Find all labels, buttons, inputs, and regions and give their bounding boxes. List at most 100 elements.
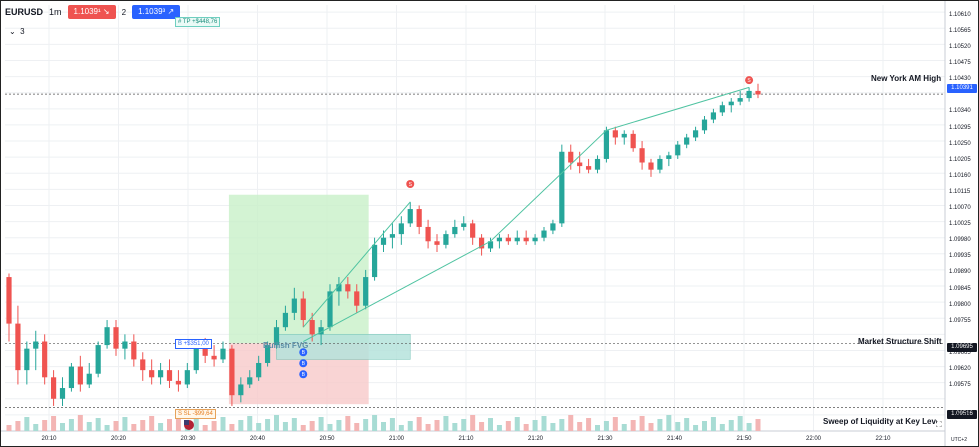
candle — [443, 234, 449, 245]
stop-loss-label[interactable]: S SL -$99,64 — [175, 409, 216, 419]
candle — [496, 237, 503, 242]
volume-bar — [282, 422, 288, 431]
buy-marker-text: B — [302, 372, 306, 378]
candle — [657, 158, 663, 170]
candle — [149, 370, 155, 378]
time-tick: 21:10 — [458, 436, 474, 442]
volume-bar — [728, 420, 734, 431]
candle — [550, 223, 556, 231]
candle — [33, 341, 39, 349]
chevron-down-icon: ⌄ — [9, 27, 16, 36]
us-flag-canton — [184, 420, 189, 425]
sell-marker-text: S — [747, 78, 751, 84]
time-tick: 20:40 — [249, 436, 266, 442]
volume-bar — [443, 416, 449, 431]
candle — [470, 223, 476, 238]
volume-bar — [461, 419, 467, 431]
interval-label[interactable]: 1m — [49, 7, 62, 17]
volume-bar — [202, 425, 208, 431]
candle — [648, 162, 654, 170]
price-tick: 1.09935 — [949, 253, 971, 260]
candle — [603, 130, 610, 159]
volume-bar — [550, 423, 556, 431]
volume-bar — [345, 416, 351, 431]
volume-bar — [612, 417, 618, 431]
price-tick: 1.09890 — [949, 269, 971, 276]
time-tick: 20:20 — [110, 436, 127, 442]
candle — [621, 133, 627, 138]
indicators-toggle[interactable]: ⌄ 3 — [9, 27, 25, 36]
volume-bar — [496, 425, 502, 431]
volume-bar — [541, 416, 547, 431]
candle — [755, 90, 761, 95]
candle — [273, 327, 280, 346]
candle — [407, 209, 413, 224]
volume-bar — [42, 420, 48, 431]
buy-marker — [299, 348, 308, 357]
buy-button[interactable]: 1.1039³ ↗ — [132, 5, 181, 19]
candle — [50, 377, 57, 399]
volume-bar — [425, 424, 431, 431]
volume-bar — [131, 424, 137, 431]
buy-marker-text: B — [302, 350, 306, 356]
time-tick: 21:00 — [388, 436, 405, 442]
candle — [577, 162, 583, 167]
volume-bar — [666, 415, 672, 431]
chart-header: EURUSD 1m 1.1039¹ ↘ 2 1.1039³ ↗ — [5, 5, 181, 19]
symbol-label[interactable]: EURUSD — [5, 7, 44, 17]
take-profit-badge[interactable]: # TP +$448,76 — [175, 17, 221, 27]
price-tick: 1.10160 — [949, 172, 971, 179]
settings-icon[interactable]: ⛶ — [936, 420, 942, 429]
buy-price: 1.1039³ — [138, 7, 166, 16]
candle — [6, 277, 12, 324]
volume-bar — [675, 422, 681, 431]
candle — [737, 98, 743, 102]
price-tick: 1.10205 — [949, 156, 971, 163]
price-tick: 1.09845 — [949, 285, 971, 292]
volume-bar — [488, 418, 493, 431]
candle — [371, 244, 378, 278]
volume-bar — [68, 419, 74, 431]
candle — [532, 237, 538, 242]
sell-button[interactable]: 1.1039¹ ↘ — [67, 5, 116, 19]
volume-bar — [568, 415, 574, 431]
time-tick: 21:50 — [736, 436, 752, 442]
volume-bar — [381, 422, 386, 431]
price-tick: 1.09755 — [949, 317, 971, 324]
volume-bar — [648, 423, 654, 431]
trend-line-1 — [302, 201, 411, 328]
sell-marker — [745, 76, 754, 85]
candle — [639, 148, 645, 163]
price-badge-ny-high: 1.10391 — [947, 84, 977, 93]
price-tick: 1.10115 — [949, 188, 971, 195]
candle — [184, 370, 190, 385]
candle — [15, 323, 21, 371]
candle — [594, 158, 601, 170]
candle — [238, 384, 244, 396]
candle — [701, 119, 708, 131]
candle — [452, 226, 458, 235]
price-tick: 1.09980 — [949, 237, 971, 244]
volume-bar — [300, 425, 306, 431]
price-tick: 1.09485 — [949, 414, 971, 421]
candle — [612, 130, 618, 138]
volume-bar — [193, 418, 199, 431]
entry-label[interactable]: B +$351,00 — [175, 339, 212, 349]
volume-bar — [95, 418, 101, 431]
price-tick: 1.10475 — [949, 60, 971, 67]
candle — [710, 112, 717, 120]
candle — [264, 345, 271, 363]
candle — [282, 312, 289, 328]
volume-bar — [113, 421, 119, 431]
quantity-field[interactable]: 2 — [121, 7, 127, 17]
candle — [746, 90, 752, 99]
volume-bar — [603, 421, 609, 431]
timezone-label[interactable]: UTC+2 — [951, 437, 967, 443]
candle — [318, 327, 324, 335]
volume-bar — [229, 424, 235, 431]
candle — [122, 341, 128, 349]
price-tick: 1.09800 — [949, 301, 971, 308]
price-badge-sweep: 1.09516 — [947, 410, 977, 419]
